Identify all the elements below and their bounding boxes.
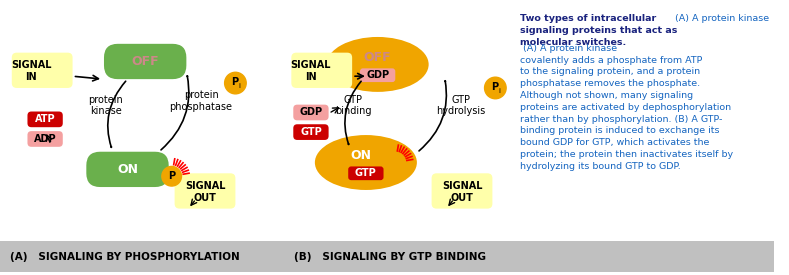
FancyBboxPatch shape <box>294 105 328 120</box>
FancyBboxPatch shape <box>348 166 383 180</box>
Text: GTP
binding: GTP binding <box>335 95 372 116</box>
Text: SIGNAL: SIGNAL <box>11 60 51 70</box>
Text: P: P <box>168 171 175 181</box>
FancyBboxPatch shape <box>432 173 492 209</box>
Bar <box>0 241 774 272</box>
Ellipse shape <box>315 135 417 190</box>
FancyBboxPatch shape <box>86 152 169 187</box>
Text: OUT: OUT <box>193 193 216 203</box>
Text: (B)   SIGNALING BY GTP BINDING: (B) SIGNALING BY GTP BINDING <box>294 252 486 262</box>
Text: P: P <box>231 77 238 87</box>
Text: i: i <box>238 83 241 89</box>
FancyArrowPatch shape <box>419 81 447 151</box>
Text: GTP
hydrolysis: GTP hydrolysis <box>436 95 486 116</box>
Text: ATP: ATP <box>35 114 55 124</box>
Text: ON: ON <box>350 149 372 162</box>
Circle shape <box>225 72 246 94</box>
Text: IN: IN <box>305 72 316 82</box>
Text: protein
kinase: protein kinase <box>88 95 123 116</box>
Text: i: i <box>499 88 500 94</box>
Text: OFF: OFF <box>364 51 391 64</box>
Text: SIGNAL: SIGNAL <box>185 181 225 191</box>
FancyBboxPatch shape <box>12 53 73 88</box>
Text: (A) A protein kinase: (A) A protein kinase <box>672 14 769 23</box>
Text: GTP: GTP <box>355 168 377 178</box>
Circle shape <box>484 77 506 99</box>
FancyArrowPatch shape <box>345 81 361 144</box>
Ellipse shape <box>327 37 428 92</box>
FancyBboxPatch shape <box>28 111 63 127</box>
Text: P: P <box>491 82 498 92</box>
Text: ADP: ADP <box>34 134 57 144</box>
Text: GDP: GDP <box>366 70 389 80</box>
FancyBboxPatch shape <box>294 124 328 140</box>
FancyArrowPatch shape <box>108 81 125 147</box>
FancyBboxPatch shape <box>360 68 395 82</box>
FancyBboxPatch shape <box>104 44 186 79</box>
FancyBboxPatch shape <box>28 131 63 147</box>
Text: ON: ON <box>117 163 138 176</box>
Text: (A) A protein kinase
covalently adds a phosphate from ATP
to the signaling prote: (A) A protein kinase covalently adds a p… <box>520 44 733 171</box>
Text: SIGNAL: SIGNAL <box>290 60 331 70</box>
FancyBboxPatch shape <box>291 53 352 88</box>
FancyBboxPatch shape <box>174 173 235 209</box>
Text: protein
phosphatase: protein phosphatase <box>170 90 233 112</box>
Text: OUT: OUT <box>451 193 473 203</box>
Text: Two types of intracellular
signaling proteins that act as
molecular switches.: Two types of intracellular signaling pro… <box>520 14 677 47</box>
Text: SIGNAL: SIGNAL <box>442 181 482 191</box>
Text: GDP: GDP <box>299 108 323 117</box>
Text: (A)   SIGNALING BY PHOSPHORYLATION: (A) SIGNALING BY PHOSPHORYLATION <box>9 252 240 262</box>
Text: IN: IN <box>25 72 37 82</box>
Circle shape <box>162 166 181 186</box>
FancyArrowPatch shape <box>161 76 189 150</box>
Text: GTP: GTP <box>300 127 322 137</box>
Text: OFF: OFF <box>131 55 159 68</box>
